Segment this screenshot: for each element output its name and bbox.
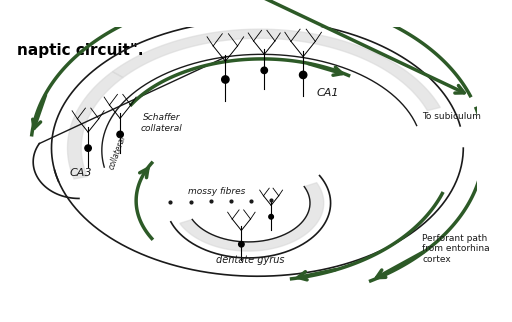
Text: To subiculum: To subiculum [422,112,481,121]
Polygon shape [180,183,324,251]
Circle shape [222,76,229,83]
Circle shape [239,242,244,247]
Circle shape [85,145,91,151]
Text: naptic circuit".: naptic circuit". [17,43,144,58]
Circle shape [261,67,267,73]
Text: dentate gyrus: dentate gyrus [216,255,285,265]
Text: collateral: collateral [108,135,128,171]
Circle shape [117,131,123,137]
Polygon shape [68,72,123,179]
Text: mossy fibres: mossy fibres [187,187,245,196]
Text: CA3: CA3 [70,168,92,178]
Circle shape [300,71,307,79]
Text: Perforant path
from entorhina
cortex: Perforant path from entorhina cortex [422,234,490,264]
Circle shape [269,214,273,219]
Text: Schaffer
collateral: Schaffer collateral [140,113,182,133]
Polygon shape [113,29,440,110]
Text: CA1: CA1 [317,88,339,98]
